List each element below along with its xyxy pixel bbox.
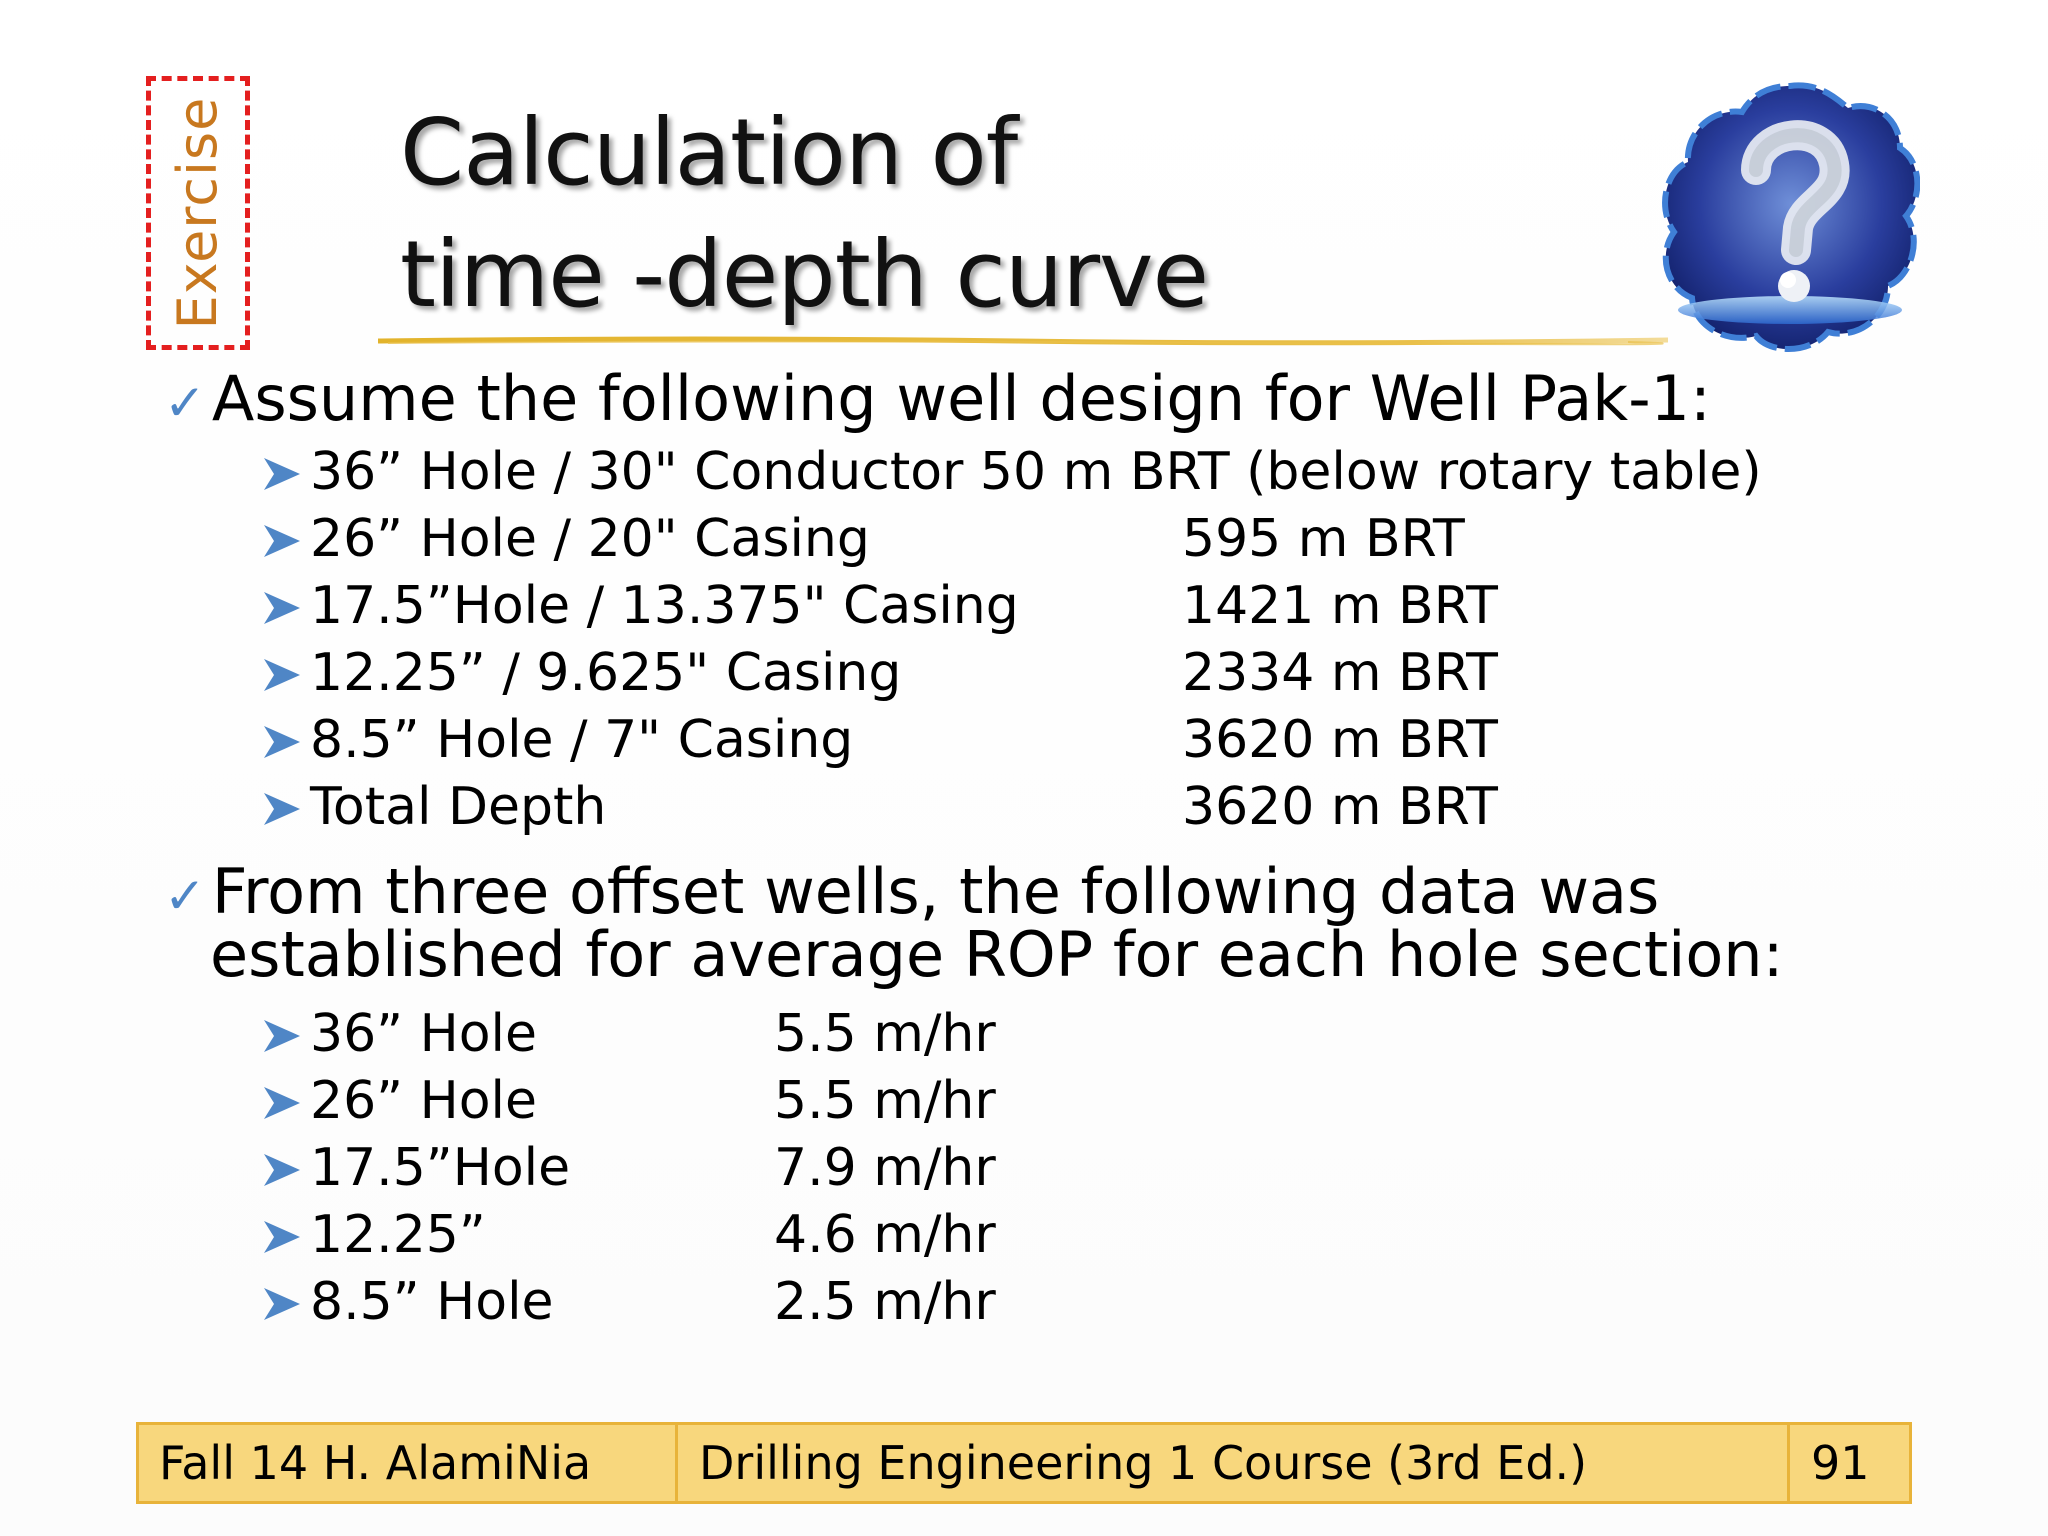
question-mark-icon — [1662, 82, 1920, 352]
title-line-1: Calculation of — [400, 99, 1018, 206]
check-icon: ✓ — [164, 374, 206, 432]
footer-course: Drilling Engineering 1 Course (3rd Ed.) — [699, 1436, 1588, 1490]
arrow-bullet-icon — [264, 726, 300, 758]
footer-divider — [675, 1425, 678, 1501]
arrow-bullet-icon — [264, 1154, 300, 1186]
arrow-bullet-icon — [264, 1221, 300, 1253]
footer-author: Fall 14 H. AlamiNia — [159, 1436, 592, 1490]
page-number: 91 — [1811, 1436, 1870, 1490]
page-title: Calculation of time -depth curve — [400, 92, 1620, 336]
exercise-tag: Exercise — [166, 96, 229, 330]
arrow-bullet-icon — [264, 458, 300, 490]
section1-heading: ✓Assume the following well design for We… — [164, 362, 1711, 435]
footer-bar: Fall 14 H. AlamiNia Drilling Engineering… — [136, 1422, 1912, 1504]
footer-divider — [1787, 1425, 1790, 1501]
arrow-bullet-icon — [264, 1020, 300, 1052]
title-line-2: time -depth curve — [400, 221, 1209, 328]
arrow-bullet-icon — [264, 659, 300, 691]
arrow-bullet-icon — [264, 592, 300, 624]
arrow-bullet-icon — [264, 525, 300, 557]
section2-heading: ✓From three offset wells, the following … — [164, 855, 1660, 928]
title-underline — [378, 336, 1668, 346]
section2-heading-continued: established for average ROP for each hol… — [210, 918, 1784, 991]
arrow-bullet-icon — [264, 1288, 300, 1320]
check-icon: ✓ — [164, 867, 206, 925]
arrow-bullet-icon — [264, 1087, 300, 1119]
arrow-bullet-icon — [264, 793, 300, 825]
exercise-tag-frame — [146, 76, 250, 350]
